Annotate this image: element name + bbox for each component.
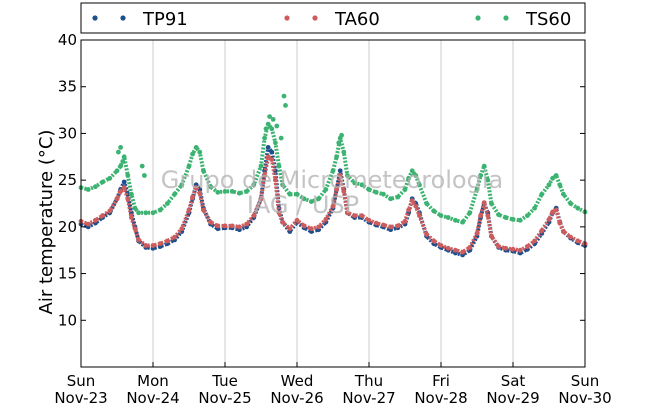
legend-marker-ta60 [312, 15, 318, 21]
x-tick-label-date: Nov-30 [558, 389, 611, 407]
data-point-ts60 [142, 173, 147, 178]
x-tick-label-day: Sun [67, 372, 96, 390]
series-trace-ta60 [80, 154, 586, 255]
legend-label-ts60: TS60 [525, 9, 571, 30]
x-tick-label-date: Nov-29 [486, 389, 539, 407]
axes: 10152025303540SunNov-23MonNov-24TueNov-2… [54, 31, 611, 407]
y-tick-label: 10 [58, 311, 77, 329]
data-point-ts60 [283, 103, 288, 108]
x-tick-label-date: Nov-23 [54, 389, 107, 407]
watermark-line-1: Grupo de Micrometeorologia [161, 166, 503, 194]
x-tick-label-date: Nov-25 [198, 389, 251, 407]
x-tick-label-day: Tue [211, 372, 238, 390]
y-tick-label: 15 [58, 265, 77, 283]
data-point-ts60 [118, 145, 123, 150]
data-point-ts60 [274, 123, 280, 129]
legend-marker-ta60 [284, 15, 290, 21]
series-ta60 [78, 154, 588, 255]
x-tick-label-day: Wed [281, 372, 314, 390]
legend-box [80, 2, 586, 34]
data-point-ts60 [278, 135, 284, 141]
legend-marker-tp91 [92, 15, 98, 21]
data-point-ts60 [267, 114, 272, 119]
legend-marker-ts60 [475, 15, 481, 21]
watermark-line-2: IAG / USP [247, 191, 359, 219]
data-points [78, 93, 588, 258]
x-tick-label-date: Nov-27 [342, 389, 395, 407]
x-tick-label-date: Nov-24 [126, 389, 179, 407]
plot-frame [80, 39, 586, 368]
x-tick-label-day: Thu [354, 372, 383, 390]
data-point-ts60 [139, 163, 145, 169]
y-tick-label: 35 [58, 78, 77, 96]
data-point-ts60 [270, 117, 276, 122]
x-tick-label-day: Fri [432, 372, 450, 390]
legend-marker-ts60 [503, 15, 509, 21]
legend: TP91 TA60 TS60 [80, 2, 586, 34]
x-tick-label-day: Sun [571, 372, 600, 390]
x-tick-label-day: Sat [501, 372, 526, 390]
x-tick-label-date: Nov-26 [270, 389, 323, 407]
y-tick-label: 30 [58, 124, 77, 142]
y-tick-label: 40 [58, 31, 77, 49]
x-tick-label-day: Mon [137, 372, 169, 390]
x-tick-label-date: Nov-28 [414, 389, 467, 407]
data-point-ts60 [281, 93, 287, 99]
y-tick-label: 25 [58, 171, 77, 189]
series-ts60 [78, 93, 588, 225]
legend-label-tp91: TP91 [142, 9, 188, 30]
y-tick-label: 20 [58, 218, 77, 236]
data-point-ts60 [116, 149, 121, 155]
legend-marker-tp91 [120, 15, 126, 21]
y-axis-label: Air temperature (°C) [36, 130, 57, 315]
series-trace-ts60 [80, 122, 586, 225]
legend-label-ta60: TA60 [334, 9, 380, 30]
